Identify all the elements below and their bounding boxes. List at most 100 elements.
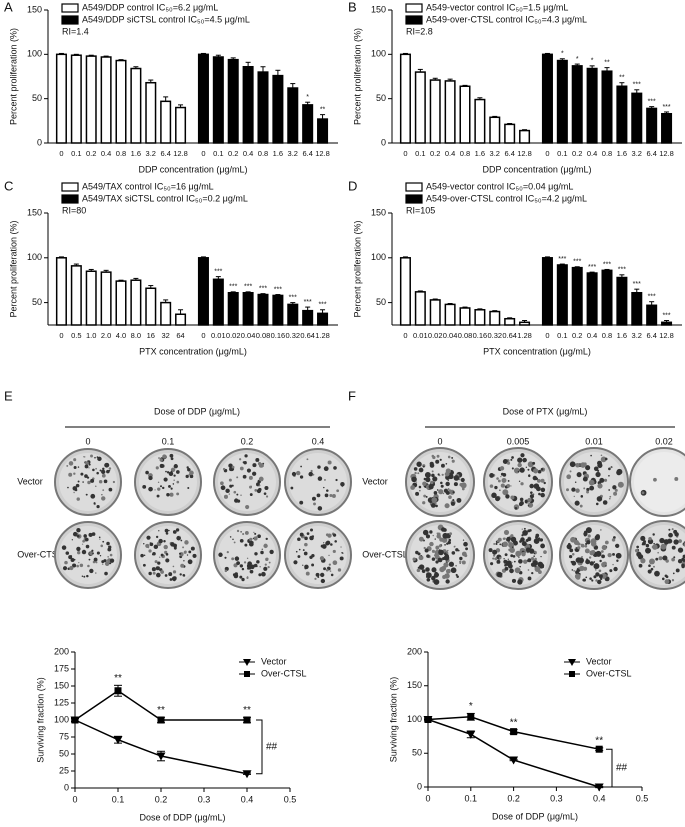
colony	[330, 573, 334, 577]
colony	[429, 530, 433, 534]
significance: ***	[318, 302, 326, 309]
series-line	[74, 719, 248, 775]
bar	[287, 87, 299, 144]
y-tick-label: 100	[407, 714, 422, 724]
colony	[329, 493, 333, 498]
x-tick-label: 0	[425, 793, 430, 803]
colony	[674, 477, 679, 481]
colony	[76, 564, 79, 568]
colony	[674, 532, 679, 537]
colony	[452, 491, 455, 494]
colony	[84, 537, 89, 542]
bar	[55, 257, 67, 326]
colony	[500, 475, 502, 478]
significance: ***	[573, 259, 581, 266]
x-tick-label: 0.2	[228, 149, 238, 158]
colony	[585, 576, 588, 579]
colony	[88, 467, 90, 469]
colony	[613, 491, 618, 496]
colony	[112, 480, 116, 484]
colony	[456, 575, 459, 578]
colony	[187, 486, 190, 489]
colony	[170, 487, 173, 490]
colony	[659, 537, 665, 544]
bracket-label: ##	[266, 742, 278, 753]
colony	[459, 556, 463, 561]
colony	[437, 473, 440, 476]
dish-inner	[218, 526, 276, 584]
y-tick-label: 100	[27, 252, 42, 262]
colony	[510, 485, 512, 487]
colony	[664, 579, 670, 585]
panel-label: B	[348, 0, 357, 14]
x-tick-label: 2.0	[101, 331, 111, 340]
colony	[501, 477, 507, 483]
colony	[162, 486, 165, 490]
bar	[115, 59, 127, 144]
colony	[443, 552, 447, 556]
colony	[540, 467, 544, 471]
colony	[612, 563, 614, 566]
bar	[242, 291, 254, 326]
colony	[588, 479, 595, 486]
colony	[163, 539, 166, 543]
colony	[69, 565, 74, 571]
bar	[504, 317, 516, 326]
colony	[163, 477, 168, 482]
colony	[88, 463, 91, 466]
colony	[164, 528, 169, 533]
bar	[287, 303, 299, 326]
colony	[589, 550, 595, 556]
colony	[96, 504, 100, 509]
colony	[425, 477, 431, 483]
colony	[595, 569, 597, 571]
colony	[600, 529, 602, 531]
colony	[309, 535, 314, 541]
colony	[660, 543, 667, 550]
significance: ***	[304, 299, 312, 306]
x-tick-label: 0.4	[243, 149, 253, 158]
colony	[240, 531, 242, 533]
colony	[461, 487, 465, 491]
colony	[537, 469, 542, 474]
colony	[580, 543, 585, 548]
series-line	[427, 718, 600, 788]
colony	[533, 555, 535, 557]
x-tick-label: 0	[59, 331, 63, 340]
colony	[599, 559, 602, 563]
significance: ***	[244, 284, 252, 291]
colony	[447, 479, 449, 482]
colony	[617, 554, 619, 556]
colony	[512, 555, 516, 558]
colony	[527, 529, 531, 533]
colony	[317, 465, 321, 469]
colony	[154, 489, 156, 491]
colony	[431, 473, 435, 478]
legend-label: A549-vector control IC₅₀=0.04 μg/mL	[426, 181, 573, 191]
x-tick-label: 64	[176, 331, 184, 340]
colony	[438, 549, 444, 556]
colony	[613, 566, 618, 572]
colony	[83, 534, 87, 538]
colony	[143, 543, 145, 545]
colony	[452, 498, 455, 501]
colony	[437, 557, 443, 563]
colony	[425, 495, 428, 498]
colony	[172, 565, 175, 568]
colony	[302, 549, 305, 551]
colony	[496, 571, 503, 578]
colony	[75, 483, 80, 488]
colony	[523, 559, 528, 564]
marker	[467, 713, 475, 721]
colony	[589, 561, 594, 566]
bar	[100, 56, 112, 144]
colony	[248, 475, 253, 480]
colony	[491, 492, 497, 499]
colony	[340, 481, 345, 487]
colony	[506, 483, 511, 488]
colony	[155, 466, 159, 470]
colony	[73, 472, 76, 475]
colony	[441, 463, 445, 468]
colony	[489, 484, 494, 488]
significance: ***	[633, 281, 641, 288]
